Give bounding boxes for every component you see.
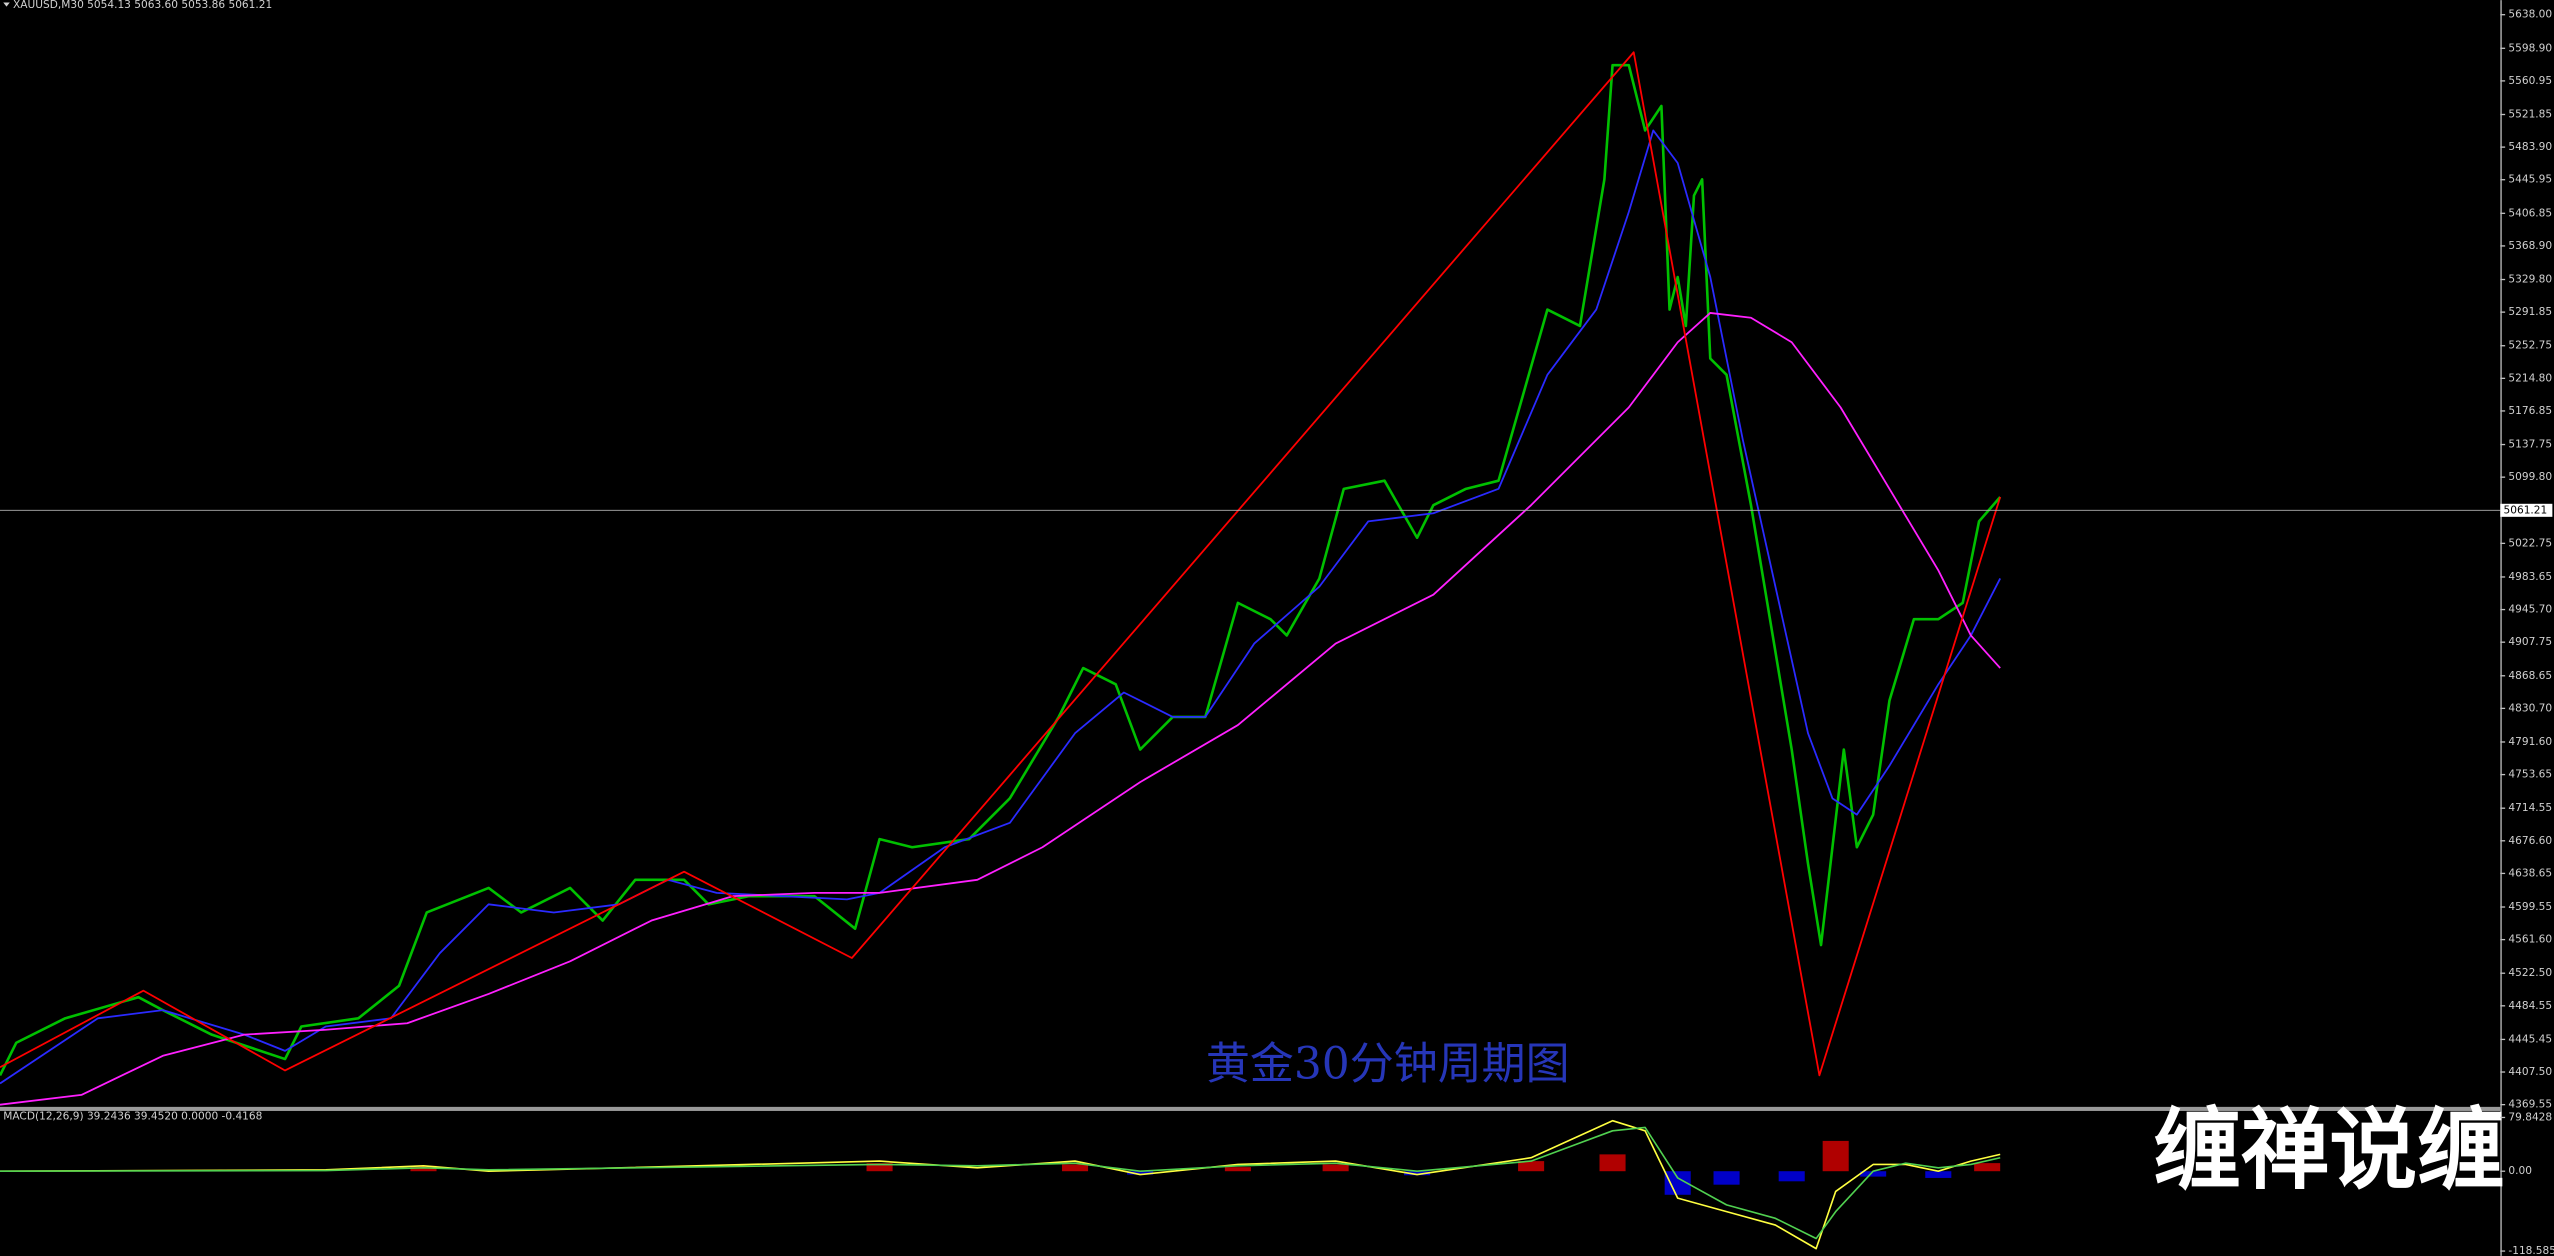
histogram-bar (1404, 1171, 1431, 1176)
y-tick-label: 5560.95 (2508, 75, 2552, 87)
y-tick-label: 5022.75 (2508, 537, 2552, 549)
y-tick-label: 4868.65 (2508, 670, 2552, 682)
histogram-bar (1713, 1171, 1740, 1185)
y-tick-label: 5521.85 (2508, 108, 2552, 120)
y-tick-label: 5252.75 (2508, 340, 2552, 352)
y-tick-label: 4676.60 (2508, 835, 2552, 847)
histogram-bar (1860, 1171, 1887, 1177)
histogram-bar (1127, 1171, 1154, 1175)
y-tick-label: 4830.70 (2508, 702, 2552, 714)
y-tick-label: 5291.85 (2508, 306, 2552, 318)
y-tick-label: 4753.65 (2508, 769, 2552, 781)
y-tick-label: 5638.00 (2508, 9, 2552, 21)
current-price-box (2500, 503, 2553, 517)
y-tick-label: 5406.85 (2508, 207, 2552, 219)
histogram-bar (1061, 1164, 1089, 1172)
y-tick-label: 4561.60 (2508, 934, 2552, 946)
histogram-bar (1974, 1163, 2001, 1172)
y-tick-label: 4638.65 (2508, 867, 2552, 879)
y-tick-label: 5137.75 (2508, 439, 2552, 451)
macd-header: MACD(12,26,9) 39.2436 39.4520 0.0000 -0.… (3, 1111, 262, 1123)
y-tick-label: 4484.55 (2508, 1000, 2552, 1012)
panel-separator (0, 1106, 2501, 1111)
histogram-bar (1599, 1154, 1626, 1172)
y-tick-label: 4599.55 (2508, 901, 2552, 913)
histogram-bar (1778, 1171, 1805, 1182)
menu-arrow[interactable] (3, 2, 10, 7)
y-tick-label: 4983.65 (2508, 571, 2552, 583)
y-tick-label: 5483.90 (2508, 141, 2552, 153)
series-line (0, 1126, 2001, 1240)
watermark: 缠禅说缠 (2153, 1098, 2505, 1201)
y-tick-label: -118.5859 (2508, 1245, 2554, 1256)
y-tick-label: 4907.75 (2508, 636, 2552, 648)
series-line (0, 1119, 2001, 1250)
y-tick-label: 4369.55 (2508, 1099, 2552, 1111)
histogram-bar (1518, 1161, 1545, 1172)
current-price-label: 5061.21 (2504, 504, 2548, 516)
y-tick-label: 4945.70 (2508, 604, 2552, 616)
histogram-bar (1664, 1171, 1691, 1195)
histogram-bar (866, 1163, 893, 1172)
y-tick-label: 5099.80 (2508, 471, 2552, 483)
series-line (0, 129, 2001, 1085)
y-tick-label: 5598.90 (2508, 42, 2552, 54)
y-tick-label: 5176.85 (2508, 405, 2552, 417)
series-line (0, 312, 2001, 1106)
y-tick-label: 5214.80 (2508, 372, 2552, 384)
y-tick-label: 4522.50 (2508, 967, 2552, 979)
histogram-bar (1822, 1140, 1849, 1172)
y-tick-label: 0.00 (2508, 1165, 2532, 1177)
histogram-bar (1925, 1171, 1952, 1178)
y-tick-label: 4407.50 (2508, 1066, 2552, 1078)
series-line (0, 51, 2002, 1077)
y-tick-label: 4714.55 (2508, 802, 2552, 814)
histogram-bar (1322, 1164, 1349, 1172)
y-tick-label: 79.8428 (2508, 1111, 2552, 1123)
y-tick-label: 5445.95 (2508, 174, 2552, 186)
symbol-header: XAUUSD,M30 5054.13 5063.60 5053.86 5061.… (13, 0, 272, 11)
y-tick-label: 4445.45 (2508, 1033, 2552, 1045)
histogram-bar (1224, 1167, 1251, 1172)
series-line (0, 63, 2002, 1076)
annotation: 黄金30分钟周期图 (1206, 1038, 1570, 1089)
y-tick-label: 4791.60 (2508, 736, 2552, 748)
y-tick-label: 5329.80 (2508, 274, 2552, 286)
y-tick-label: 5368.90 (2508, 240, 2552, 252)
